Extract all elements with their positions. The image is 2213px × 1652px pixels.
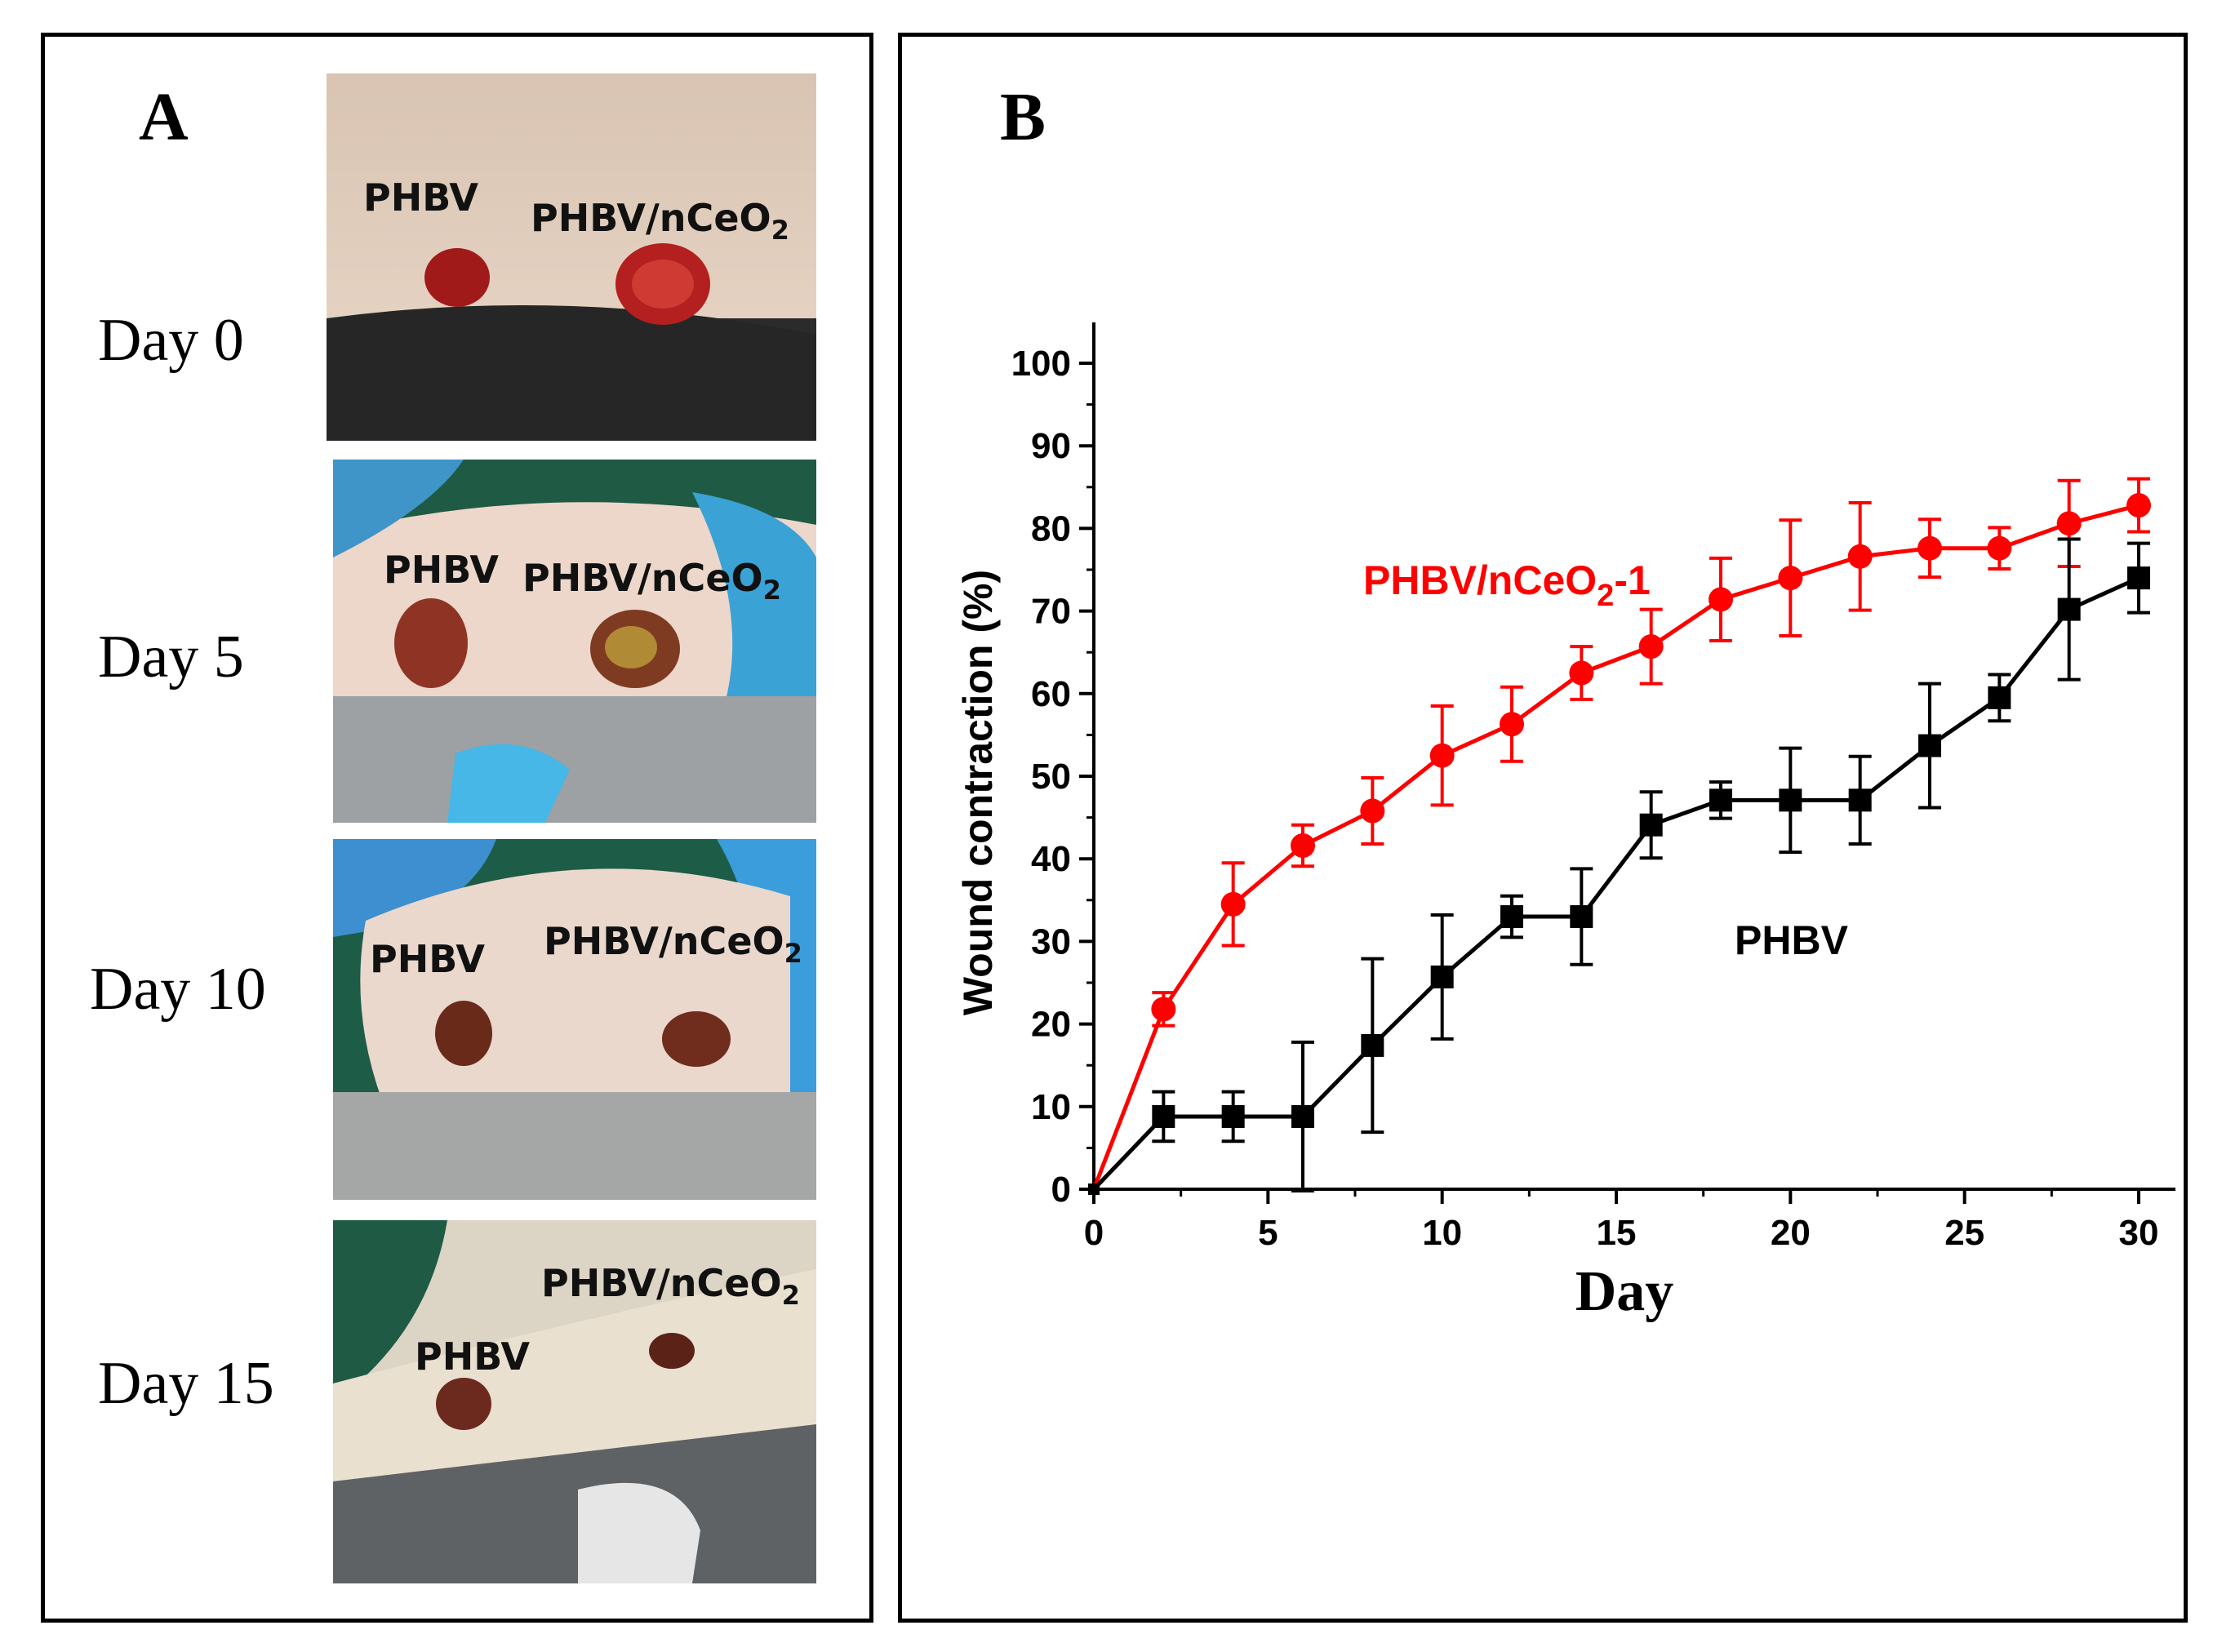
wound-photo-day-10: PHBV PHBV/nCeO2 xyxy=(333,839,816,1200)
series-line xyxy=(1091,503,2140,1190)
panel-b-letter: B xyxy=(1000,79,1047,155)
data-point xyxy=(1151,997,1176,1022)
photo-label-phbv: PHBV xyxy=(415,1334,531,1379)
photo-label-phbv-nceo2: PHBV/nCeO2 xyxy=(541,1261,800,1311)
wound-photo-day-15: PHBV PHBV/nCeO2 xyxy=(333,1220,816,1583)
x-tick-label: 15 xyxy=(1597,1213,1637,1253)
wound-photo-day-0: PHBV PHBV/nCeO2 xyxy=(327,73,816,441)
data-point xyxy=(1988,686,2011,709)
wound-right xyxy=(662,1011,731,1067)
series-label-suffix: -1 xyxy=(1614,557,1650,603)
data-point xyxy=(1709,788,1732,812)
y-tick-label: 50 xyxy=(1031,757,1071,797)
photo-label-text: PHBV/nCeO xyxy=(544,919,784,963)
y-tick-label: 30 xyxy=(1031,921,1071,961)
panel-a-letter: A xyxy=(139,79,189,155)
data-point xyxy=(1569,660,1594,686)
wound-photo-illustration xyxy=(333,460,816,823)
wound-right xyxy=(649,1333,695,1369)
data-point xyxy=(2127,566,2150,590)
y-tick-label: 100 xyxy=(1011,344,1071,384)
wound-left xyxy=(424,248,490,307)
photo-label-phbv-nceo2: PHBV/nCeO2 xyxy=(522,556,781,606)
wound-photo-day-5: PHBV PHBV/nCeO2 xyxy=(333,460,816,823)
wound-photo-illustration xyxy=(333,1220,816,1583)
photo-label-phbv: PHBV xyxy=(370,937,486,981)
x-tick-label: 25 xyxy=(1944,1213,1984,1253)
data-point xyxy=(1918,734,1941,757)
photo-label-subscript: 2 xyxy=(781,1280,800,1312)
day-label-10: Day 10 xyxy=(90,956,266,1023)
day-label-0: Day 0 xyxy=(98,307,244,374)
x-axis-label: Day xyxy=(1575,1260,1674,1323)
photo-label-phbv-nceo2: PHBV/nCeO2 xyxy=(531,196,789,246)
x-tick-label: 5 xyxy=(1258,1213,1278,1253)
y-tick-label: 40 xyxy=(1031,839,1071,879)
data-point xyxy=(1291,1104,1314,1128)
photo-label-phbv-nceo2: PHBV/nCeO2 xyxy=(544,919,802,969)
photo-label-subscript: 2 xyxy=(784,938,802,970)
data-point xyxy=(1570,905,1593,929)
y-tick-label: 0 xyxy=(1051,1170,1071,1210)
photo-label-text: PHBV/nCeO xyxy=(531,196,771,240)
data-point xyxy=(1152,1104,1175,1128)
x-tick-label: 10 xyxy=(1422,1213,1462,1253)
x-tick-label: 20 xyxy=(1771,1213,1811,1253)
series-line xyxy=(1092,575,2140,1191)
data-point xyxy=(1500,712,1524,737)
photo-label-text: PHBV/nCeO xyxy=(522,556,763,600)
data-point xyxy=(1709,587,1733,612)
data-point xyxy=(1430,965,1454,988)
wound-left xyxy=(435,1001,492,1066)
x-tick-label: 30 xyxy=(2119,1213,2159,1253)
wound-left xyxy=(394,598,468,688)
data-point xyxy=(1361,1033,1384,1057)
data-point xyxy=(1220,891,1246,917)
x-tick-label: 0 xyxy=(1084,1213,1104,1253)
data-point xyxy=(1848,788,1872,812)
y-tick-label: 20 xyxy=(1031,1005,1071,1045)
photo-label-phbv: PHBV xyxy=(384,548,500,592)
data-point xyxy=(1847,544,1873,569)
data-point xyxy=(1500,905,1523,929)
photo-label-text: PHBV/nCeO xyxy=(541,1261,782,1305)
series-label-subscript: 2 xyxy=(1597,579,1614,613)
data-point xyxy=(1291,833,1315,859)
day-label-15: Day 15 xyxy=(98,1350,274,1417)
data-point xyxy=(1987,535,2012,561)
photo-label-subscript: 2 xyxy=(771,215,789,246)
wound-left xyxy=(436,1378,491,1430)
data-point xyxy=(2126,493,2151,518)
wound-photo-illustration xyxy=(327,73,816,441)
series-label-phbv-nceo2: PHBV/nCeO2-1 xyxy=(1363,557,1651,613)
photo-label-subscript: 2 xyxy=(762,575,781,606)
data-point xyxy=(1360,798,1385,824)
y-tick-label: 90 xyxy=(1031,426,1071,466)
data-point xyxy=(1778,566,1803,591)
panel-b-chart: B 0 10 20 30 40 50 60 70 80 90 100 0 5 10 15 20 25 30 Day W… xyxy=(898,33,2188,1623)
wound-contraction-chart: 0 10 20 30 40 50 60 70 80 90 100 0 5 10 15 20 25 30 Day Wou… xyxy=(955,322,2175,1323)
photo-label-phbv: PHBV xyxy=(363,175,479,220)
wound-photo-illustration xyxy=(333,839,816,1200)
data-point xyxy=(1088,1183,1100,1195)
data-point xyxy=(2056,511,2082,536)
y-tick-label: 60 xyxy=(1031,674,1071,714)
data-point xyxy=(1779,788,1802,812)
data-point xyxy=(1429,743,1455,768)
data-point xyxy=(1638,634,1664,659)
data-point xyxy=(1639,813,1663,837)
panel-a-photos: A Day 0 PHBV PHBV/nCeO2 Day 5 xyxy=(41,33,873,1623)
y-tick-label: 80 xyxy=(1031,508,1071,548)
y-tick-label: 10 xyxy=(1031,1087,1071,1127)
data-point xyxy=(1221,1104,1245,1128)
y-tick-label: 70 xyxy=(1031,592,1071,632)
series-label-phbv: PHBV xyxy=(1735,917,1849,963)
day-label-5: Day 5 xyxy=(98,624,244,691)
data-point xyxy=(2057,597,2081,621)
data-point xyxy=(1917,535,1942,561)
y-axis-label: Wound contraction (%) xyxy=(955,570,1001,1015)
